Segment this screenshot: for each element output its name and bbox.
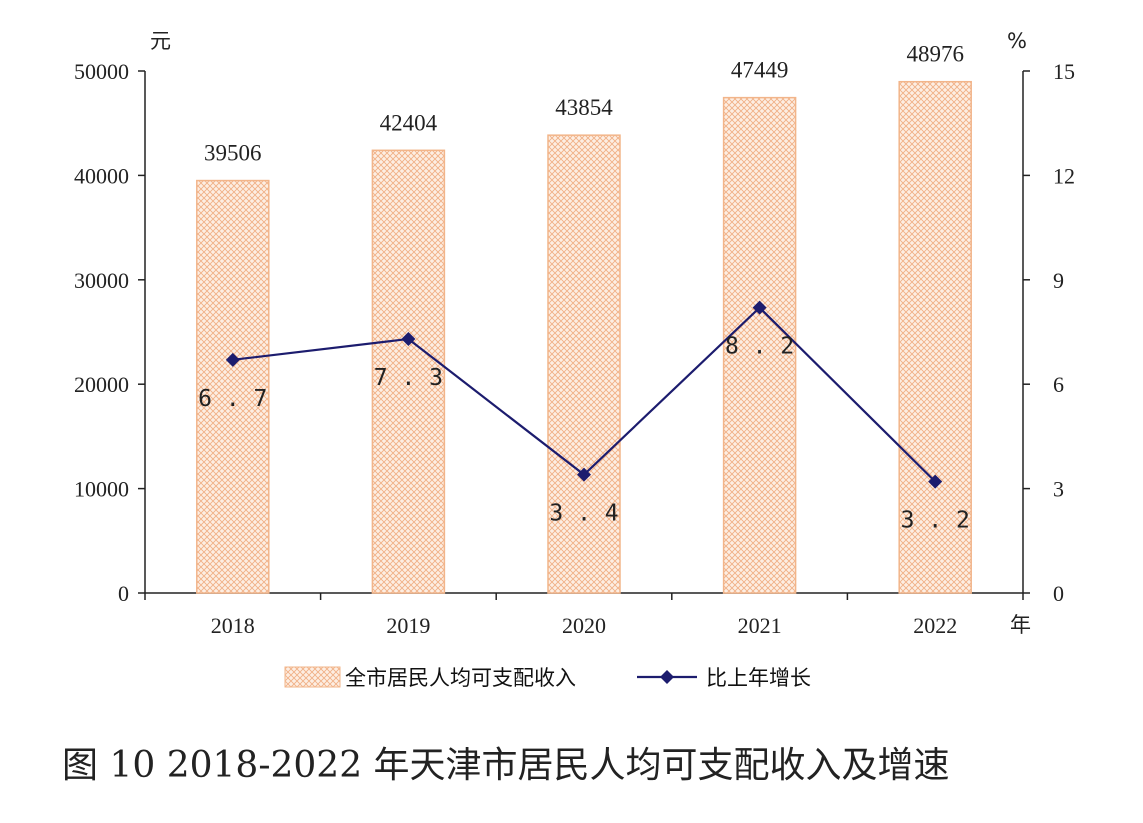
income-bar xyxy=(547,134,621,594)
growth-point-marker xyxy=(225,352,240,367)
growth-point-labels: 6 . 7 7 . 3 3 . 4 8 . 2 3 . 2 xyxy=(198,334,970,534)
growth-point-value: 7 . 3 xyxy=(374,365,443,391)
income-bar-value: 39506 xyxy=(204,141,262,166)
growth-point-value: 6 . 7 xyxy=(198,386,267,412)
chart-caption: 图 10 2018-2022 年天津市居民人均可支配收入及增速 xyxy=(62,745,950,786)
x-ticks: 2018 2019 2020 2021 2022 xyxy=(144,593,1024,638)
growth-point-marker xyxy=(577,467,591,482)
growth-point-value: 3 . 4 xyxy=(549,501,618,527)
legend: 全市居民人均可支配收入 比上年增长 xyxy=(284,666,811,690)
left-tick-label: 10000 xyxy=(74,477,129,502)
left-tick-label: 0 xyxy=(118,581,129,606)
right-tick-label: 9 xyxy=(1053,268,1064,293)
x-axis-unit: 年 xyxy=(1010,613,1031,637)
income-bar xyxy=(898,80,972,594)
income-bars xyxy=(196,80,972,594)
x-tick-label: 2022 xyxy=(913,613,957,638)
x-tick-label: 2018 xyxy=(211,613,255,638)
growth-point-value: 3 . 2 xyxy=(901,508,970,534)
x-tick-label: 2020 xyxy=(562,613,606,638)
income-bar-value: 42404 xyxy=(380,110,438,135)
income-bar-value: 43854 xyxy=(555,95,613,120)
legend-line-marker xyxy=(660,670,674,684)
growth-point-marker xyxy=(401,331,416,346)
left-tick-label: 40000 xyxy=(74,163,129,188)
income-bar xyxy=(196,179,270,594)
left-axis-unit: 元 xyxy=(150,29,171,53)
income-bar-value: 48976 xyxy=(906,42,964,67)
legend-bar-label: 全市居民人均可支配收入 xyxy=(345,666,576,690)
legend-line-label: 比上年增长 xyxy=(706,666,811,690)
growth-point-value: 8 . 2 xyxy=(725,334,794,360)
left-y-ticks: 0 10000 20000 30000 40000 50000 xyxy=(74,59,145,606)
growth-point-marker xyxy=(752,300,767,315)
x-tick-label: 2021 xyxy=(738,613,782,638)
income-bar xyxy=(371,149,446,594)
x-tick-label: 2019 xyxy=(386,613,430,638)
right-y-ticks: 0 3 6 9 12 15 xyxy=(1023,59,1075,606)
legend-bar-swatch xyxy=(284,666,341,688)
right-tick-label: 6 xyxy=(1053,372,1064,397)
left-tick-label: 50000 xyxy=(74,59,129,84)
income-bar-value: 47449 xyxy=(731,58,789,83)
right-tick-label: 3 xyxy=(1053,477,1064,502)
left-tick-label: 20000 xyxy=(74,372,129,397)
right-tick-label: 0 xyxy=(1053,581,1064,606)
growth-point-marker xyxy=(928,474,943,489)
income-bar-labels: 39506 42404 43854 47449 48976 xyxy=(204,42,964,166)
right-tick-label: 15 xyxy=(1053,59,1075,84)
income-bar xyxy=(722,96,797,594)
growth-line-series xyxy=(225,300,943,489)
right-axis-unit: % xyxy=(1007,29,1027,53)
right-tick-label: 12 xyxy=(1053,163,1075,188)
left-tick-label: 30000 xyxy=(74,268,129,293)
